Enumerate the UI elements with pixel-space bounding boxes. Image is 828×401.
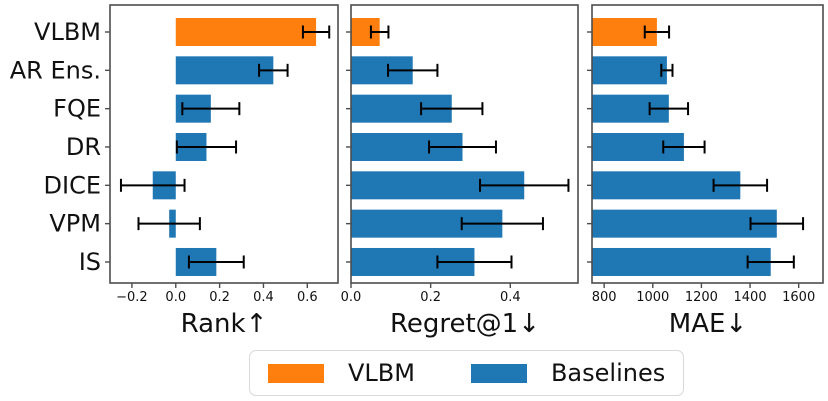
x-tick-label: 1200 [685, 290, 718, 305]
bar-ar-ens- [175, 56, 274, 85]
x-tick-label: −0.2 [116, 290, 148, 305]
legend-swatch-vlbm [268, 363, 324, 383]
bar-is [592, 247, 771, 276]
x-tick-label: 0.4 [500, 290, 521, 305]
y-category-label: VLBM [34, 18, 101, 46]
bar-ar-ens- [592, 56, 667, 85]
legend-swatch-baselines [470, 363, 527, 383]
plot-spines [109, 4, 339, 284]
x-tick-label: 0.2 [420, 290, 441, 305]
y-category-label: DICE [44, 171, 101, 199]
y-category-label: DR [66, 133, 101, 161]
x-tick-label: 1000 [636, 290, 669, 305]
y-category-label: VPM [49, 210, 101, 238]
legend-label-vlbm: VLBM [348, 359, 415, 387]
x-tick-label: 0.6 [297, 290, 318, 305]
xlabel-mae: MAE↓ [668, 309, 748, 339]
y-category-label: AR Ens. [10, 56, 101, 84]
bar-vlbm [175, 18, 317, 46]
x-tick-label: 0.0 [165, 290, 186, 305]
x-tick-label: 1400 [734, 290, 767, 305]
xlabel-regret: Regret@1↓ [389, 309, 541, 339]
xlabel-rank: Rank↑ [180, 309, 268, 339]
legend-item-baselines: Baselines [470, 359, 666, 387]
bar-chart-panels: VLBM AR Ens. FQE DR DICE VPM IS −0.2 0.0 0.2 0.4 0.… [10, 4, 824, 305]
legend-label-baselines: Baselines [550, 359, 666, 387]
x-tick-label: 1600 [782, 290, 815, 305]
x-tick-label: 0.4 [253, 290, 274, 305]
plot-spines [350, 4, 579, 284]
legend-item-vlbm: VLBM [268, 359, 415, 387]
x-tick-label: 0.2 [209, 290, 230, 305]
y-category-label: FQE [53, 95, 101, 123]
legend: VLBM Baselines [249, 350, 685, 396]
y-category-label: IS [79, 248, 101, 276]
plot-spines [591, 4, 824, 284]
x-tick-label: 0.0 [341, 290, 362, 305]
x-tick-label: 800 [592, 290, 617, 305]
bar-vpm [592, 209, 777, 238]
